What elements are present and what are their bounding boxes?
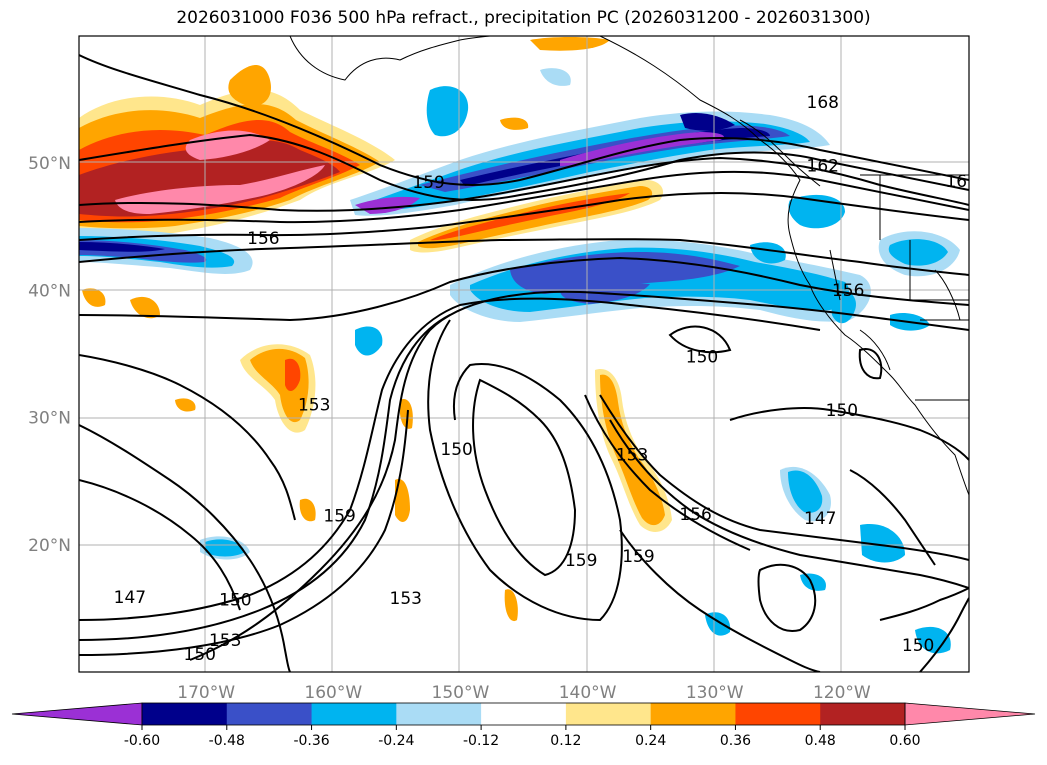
height-contours bbox=[79, 54, 969, 672]
colorbar-tick-label: 0.48 bbox=[805, 733, 836, 749]
colorbar-tick-label: -0.60 bbox=[124, 733, 160, 749]
colorbar-tick-label: 0.12 bbox=[550, 733, 581, 749]
contour-label: 156 bbox=[832, 281, 864, 301]
colorbar-segment bbox=[311, 703, 397, 725]
longitude-label: 160°W bbox=[304, 683, 362, 703]
colorbar-outline bbox=[141, 702, 906, 726]
colorbar-segment bbox=[396, 703, 482, 725]
contour-label: 16 bbox=[945, 172, 967, 192]
contour-label: 150 bbox=[686, 347, 718, 367]
longitude-label: 170°W bbox=[177, 683, 235, 703]
longitude-label: 140°W bbox=[559, 683, 617, 703]
contour-label: 150 bbox=[440, 440, 472, 460]
contour-label: 159 bbox=[323, 506, 355, 526]
longitude-label: 130°W bbox=[686, 683, 744, 703]
colorbar-segment bbox=[142, 703, 228, 725]
contour-label: 156 bbox=[679, 505, 711, 525]
colorbar-segment bbox=[735, 703, 821, 725]
colorbar-tick-label: -0.36 bbox=[293, 733, 329, 749]
contour-label: 156 bbox=[247, 229, 279, 249]
colorbar-tick-label: 0.60 bbox=[889, 733, 920, 749]
map-frame bbox=[78, 35, 970, 673]
latitude-label: 20°N bbox=[28, 536, 71, 556]
longitude-labels: 170°W 160°W 150°W 140°W 130°W 120°W bbox=[177, 683, 871, 703]
contour-label: 159 bbox=[565, 551, 597, 571]
colorbar-tick-label: 0.36 bbox=[720, 733, 751, 749]
colorbar-segment bbox=[481, 703, 567, 725]
colorbar-tick-label: -0.48 bbox=[209, 733, 245, 749]
colorbar-tick-label: 0.24 bbox=[635, 733, 666, 749]
longitude-label: 150°W bbox=[432, 683, 490, 703]
colorbar-segment bbox=[565, 703, 652, 725]
latitude-label: 40°N bbox=[28, 281, 71, 301]
contour-label: 153 bbox=[298, 396, 330, 416]
contour-label: 153 bbox=[209, 631, 241, 651]
contour-label: 147 bbox=[114, 588, 146, 608]
contour-label: 150 bbox=[902, 636, 934, 656]
page-title: 2026031000 F036 500 hPa refract., precip… bbox=[176, 8, 871, 28]
colorbar-extend-low bbox=[11, 702, 143, 726]
contour-label: 168 bbox=[807, 93, 839, 113]
contour-label: 150 bbox=[826, 401, 858, 421]
contour-label: 150 bbox=[219, 590, 251, 610]
contour-label: 153 bbox=[616, 445, 648, 465]
colorbar-segment bbox=[226, 703, 313, 725]
colorbar-tick-label: -0.24 bbox=[378, 733, 414, 749]
colorbar-extend-high bbox=[904, 702, 1036, 726]
contour-label: 159 bbox=[622, 547, 654, 567]
latitude-label: 50°N bbox=[28, 154, 71, 174]
colorbar-segment bbox=[820, 703, 906, 725]
latitude-label: 30°N bbox=[28, 409, 71, 429]
colorbar-segment bbox=[650, 703, 736, 725]
contour-label: 153 bbox=[390, 589, 422, 609]
colorbar: -0.60 -0.48 -0.36 -0.24 -0.12 0.12 0.24 0.36 0.4… bbox=[11, 702, 1036, 749]
contour-label: 159 bbox=[412, 173, 444, 193]
contour-label: 147 bbox=[804, 509, 836, 529]
longitude-label: 120°W bbox=[813, 683, 871, 703]
contour-label: 162 bbox=[807, 157, 839, 177]
colorbar-tick-label: -0.12 bbox=[463, 733, 499, 749]
latitude-labels: 50°N 40°N 30°N 20°N bbox=[28, 154, 71, 556]
contour-label: 150 bbox=[184, 645, 216, 665]
